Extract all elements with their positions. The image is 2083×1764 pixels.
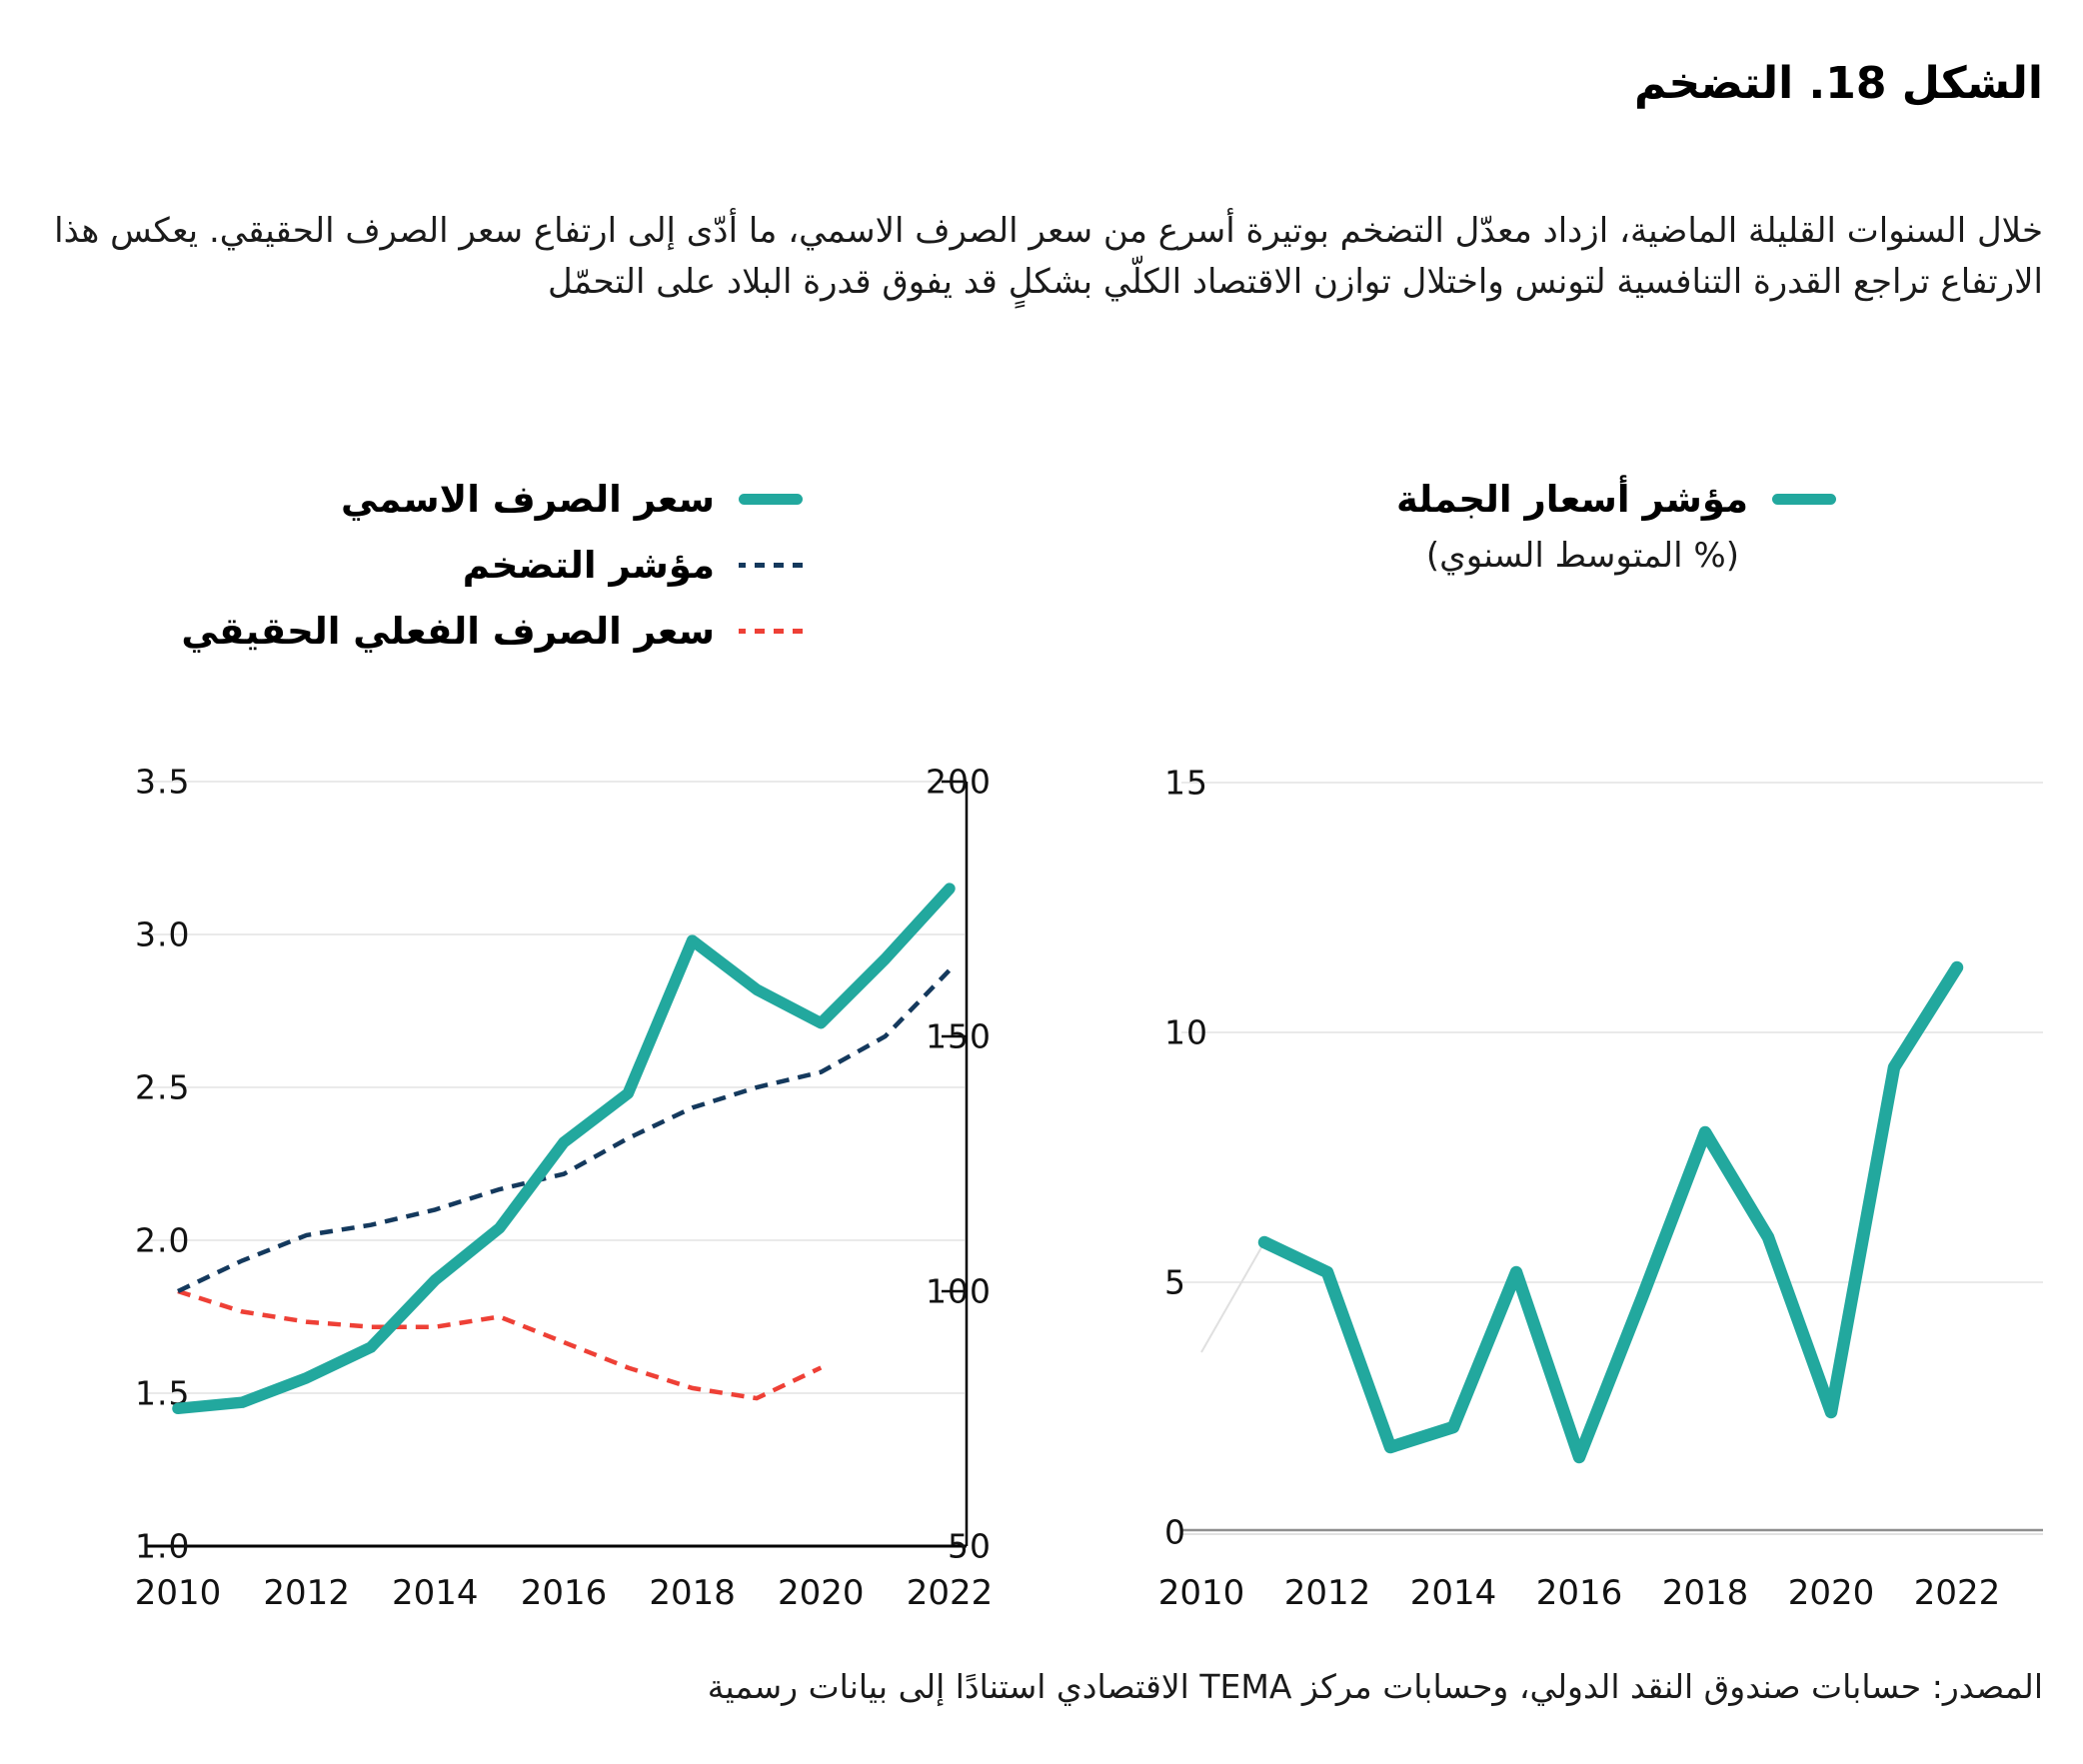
legend-item-inflation-index: مؤشر التضخم xyxy=(181,532,803,598)
left-chart-y-tick-label: 2.5 xyxy=(135,1068,190,1107)
legend-label: مؤشر التضخم xyxy=(462,543,715,587)
right-chart-y-tick-label: 5 xyxy=(1164,1263,1186,1302)
left-chart-y-tick-label: 1.0 xyxy=(135,1527,190,1566)
right-chart-x-tick-label: 2020 xyxy=(1788,1573,1875,1613)
left-chart-series-real-effective-exchange-rate xyxy=(177,1288,823,1401)
solid-teal-line-swatch xyxy=(1772,493,1836,505)
legend-label: سعر الصرف الفعلي الحقيقي xyxy=(181,609,715,653)
left-chart-right-y-tick-label: 200 xyxy=(926,763,992,802)
left-chart-y-tick-label: 2.0 xyxy=(135,1221,190,1260)
dashed-red-line-swatch xyxy=(739,628,803,634)
left-chart-series-nominal-exchange-rate xyxy=(172,882,956,1415)
left-chart-x-tick-label: 2012 xyxy=(263,1573,350,1613)
legend-item-wholesale-price-index: مؤشر أسعار الجملة xyxy=(1396,466,1836,532)
left-chart-x-tick-label: 2020 xyxy=(778,1573,865,1613)
right-chart-x-tick-label: 2022 xyxy=(1914,1573,2001,1613)
figure-title: الشكل 18. التضخم xyxy=(1634,58,2043,109)
legend-sublabel-annual-average: (% المتوسط السنوي) xyxy=(1425,536,1739,576)
legend-left-chart: سعر الصرف الاسمي مؤشر التضخم سعر الصرف ا… xyxy=(181,466,803,664)
right-chart-x-tick-label: 2018 xyxy=(1662,1573,1749,1613)
right-chart-series-wholesale-price-index xyxy=(1257,960,1964,1464)
left-chart-right-y-tick-label: 100 xyxy=(926,1272,992,1311)
left-chart-x-tick-label: 2010 xyxy=(135,1573,222,1613)
left-chart-y-tick-label: 3.0 xyxy=(135,915,190,954)
right-chart-x-tick-label: 2016 xyxy=(1536,1573,1623,1613)
legend-item-nominal-exchange-rate: سعر الصرف الاسمي xyxy=(181,466,803,532)
right-chart-y-tick-label: 0 xyxy=(1164,1513,1186,1552)
left-chart-y-tick-label: 3.5 xyxy=(135,763,190,802)
figure-description: خلال السنوات القليلة الماضية، ازداد معدّ… xyxy=(54,211,2043,302)
right-chart-x-tick-label: 2010 xyxy=(1158,1573,1245,1613)
right-chart-x-tick-label: 2014 xyxy=(1410,1573,1497,1613)
source-note: المصدر: حسابات صندوق النقد الدولي، وحساب… xyxy=(707,1667,2043,1706)
left-chart-x-tick-label: 2014 xyxy=(392,1573,479,1613)
left-chart-x-tick-label: 2018 xyxy=(649,1573,736,1613)
legend-item-real-effective-exchange-rate: سعر الصرف الفعلي الحقيقي xyxy=(181,598,803,664)
left-chart-series-inflation-index xyxy=(177,968,952,1294)
right-chart-y-tick-label: 15 xyxy=(1164,764,1208,803)
left-chart-x-tick-label: 2022 xyxy=(907,1573,994,1613)
left-chart-right-y-tick-label: 150 xyxy=(926,1017,992,1056)
dashed-navy-line-swatch xyxy=(739,562,803,568)
right-chart-x-tick-label: 2012 xyxy=(1284,1573,1371,1613)
left-chart-x-tick-label: 2016 xyxy=(521,1573,608,1613)
legend-label: سعر الصرف الاسمي xyxy=(341,477,715,521)
right-chart-y-tick-label: 10 xyxy=(1164,1013,1208,1052)
right-chart-ghost-segment xyxy=(1200,1241,1265,1353)
legend-right-chart: مؤشر أسعار الجملة (% المتوسط السنوي) xyxy=(1396,466,1836,576)
solid-teal-line-swatch xyxy=(739,493,803,505)
legend-label: مؤشر أسعار الجملة xyxy=(1395,477,1748,521)
left-chart-right-y-tick-label: 50 xyxy=(948,1527,992,1566)
